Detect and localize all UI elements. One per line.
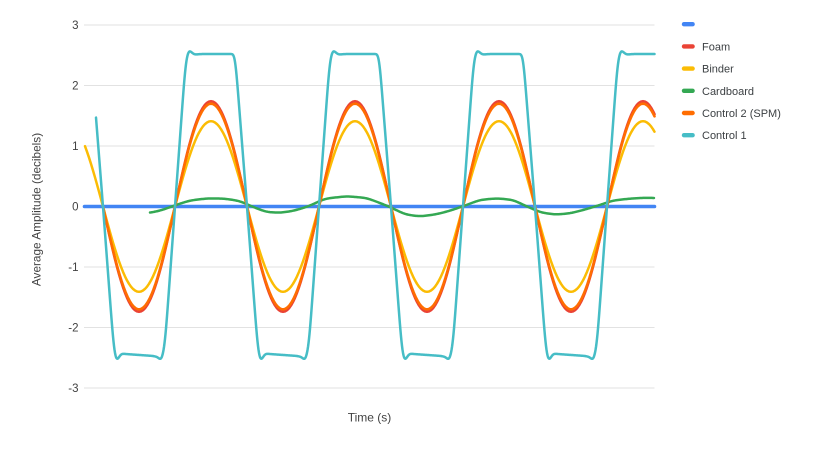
svg-text:-1: -1 xyxy=(68,262,78,274)
svg-text:Binder: Binder xyxy=(702,64,734,76)
svg-text:Cardboard: Cardboard xyxy=(702,86,754,98)
svg-text:Control 2 (SPM): Control 2 (SPM) xyxy=(702,108,781,120)
svg-text:Foam: Foam xyxy=(702,41,730,53)
svg-text:0: 0 xyxy=(72,202,78,214)
svg-text:2: 2 xyxy=(72,81,78,93)
svg-text:1: 1 xyxy=(72,141,78,153)
svg-text:-3: -3 xyxy=(68,383,78,395)
svg-text:-2: -2 xyxy=(68,323,78,335)
svg-text:Time (s): Time (s) xyxy=(348,411,392,425)
svg-text:Average Amplitude (decibels): Average Amplitude (decibels) xyxy=(30,133,44,286)
svg-text:3: 3 xyxy=(72,20,78,32)
svg-text:Control 1: Control 1 xyxy=(702,130,747,142)
